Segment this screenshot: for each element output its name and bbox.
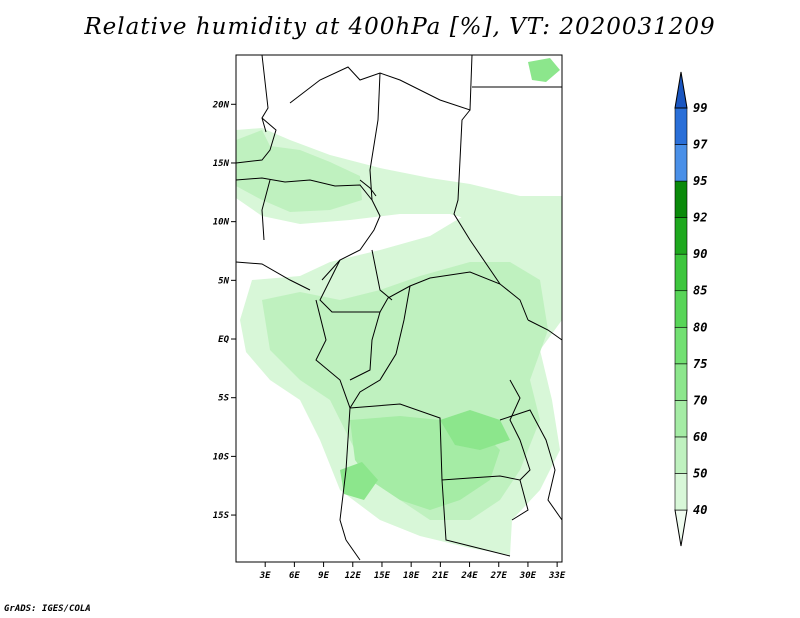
- colorbar-swatch: [674, 180, 688, 218]
- plot-title: Relative humidity at 400hPa [%], VT: 202…: [84, 14, 716, 40]
- lon-tick-label: 15E: [374, 571, 391, 581]
- lat-tick-label: 10N: [213, 218, 230, 228]
- footer-credit: GrADS: IGES/COLA: [4, 604, 91, 614]
- colorbar-swatch: [674, 217, 688, 255]
- colorbar-swatch: [674, 473, 688, 511]
- colorbar-level-label: 85: [693, 284, 707, 298]
- colorbar-swatch: [674, 436, 688, 474]
- colorbar-level-label: 75: [693, 357, 707, 371]
- lon-tick-label: 3E: [259, 571, 271, 581]
- colorbar-level-label: 40: [693, 503, 707, 517]
- lat-axis: 20N 15N 10N 5N EQ 5S 10S 15S: [212, 100, 236, 521]
- lon-tick-label: 33E: [548, 571, 566, 581]
- lon-axis: 3E 6E 9E 12E 15E 18E 21E 24E 27E 30E 33E: [259, 562, 566, 581]
- colorbar-level-label: 80: [693, 320, 707, 334]
- colorbar-top-arrow: [674, 71, 688, 109]
- colorbar-level-label: 99: [693, 101, 707, 115]
- humidity-field: [236, 58, 562, 555]
- lon-tick-label: 18E: [403, 571, 420, 581]
- colorbar-level-label: 90: [693, 247, 707, 261]
- colorbar-swatch: [674, 253, 688, 292]
- colorbar-swatch: [674, 326, 688, 365]
- map-frame: [235, 54, 563, 563]
- colorbar-swatch: [674, 107, 688, 145]
- colorbar-swatch: [674, 363, 688, 401]
- colorbar: 40 50 60 70 75 80 85 90 92 95 97 99: [674, 71, 708, 547]
- colorbar-level-label: 70: [693, 393, 707, 407]
- lat-tick-label: EQ: [218, 335, 229, 345]
- lon-tick-label: 9E: [318, 571, 329, 581]
- colorbar-level-label: 60: [693, 430, 707, 444]
- colorbar-swatch: [674, 290, 688, 328]
- lon-tick-label: 27E: [490, 571, 508, 581]
- lat-tick-label: 5N: [218, 276, 229, 286]
- humidity-shading-angola: [340, 462, 378, 500]
- lat-tick-label: 15N: [213, 159, 230, 169]
- lat-tick-label: 5S: [218, 394, 229, 404]
- humidity-shading-west: [236, 130, 362, 212]
- lon-tick-label: 6E: [289, 571, 300, 581]
- lat-tick-label: 10S: [213, 452, 230, 462]
- colorbar-swatch: [674, 400, 688, 438]
- colorbar-level-label: 95: [693, 174, 707, 188]
- lon-tick-label: 12E: [345, 571, 362, 581]
- colorbar-swatch: [674, 144, 688, 182]
- colorbar-level-label: 92: [693, 211, 707, 225]
- humidity-shading-ne: [528, 58, 560, 82]
- lon-tick-label: 30E: [519, 571, 537, 581]
- country-borders: [235, 54, 563, 561]
- lon-tick-label: 21E: [431, 571, 449, 581]
- colorbar-level-label: 97: [693, 138, 708, 152]
- lat-tick-label: 20N: [212, 100, 230, 110]
- colorbar-level-label: 50: [693, 466, 707, 480]
- colorbar-bottom-arrow: [674, 509, 688, 547]
- lat-tick-label: 15S: [213, 511, 230, 521]
- lon-tick-label: 24E: [460, 571, 478, 581]
- humidity-shading-lake: [440, 410, 510, 450]
